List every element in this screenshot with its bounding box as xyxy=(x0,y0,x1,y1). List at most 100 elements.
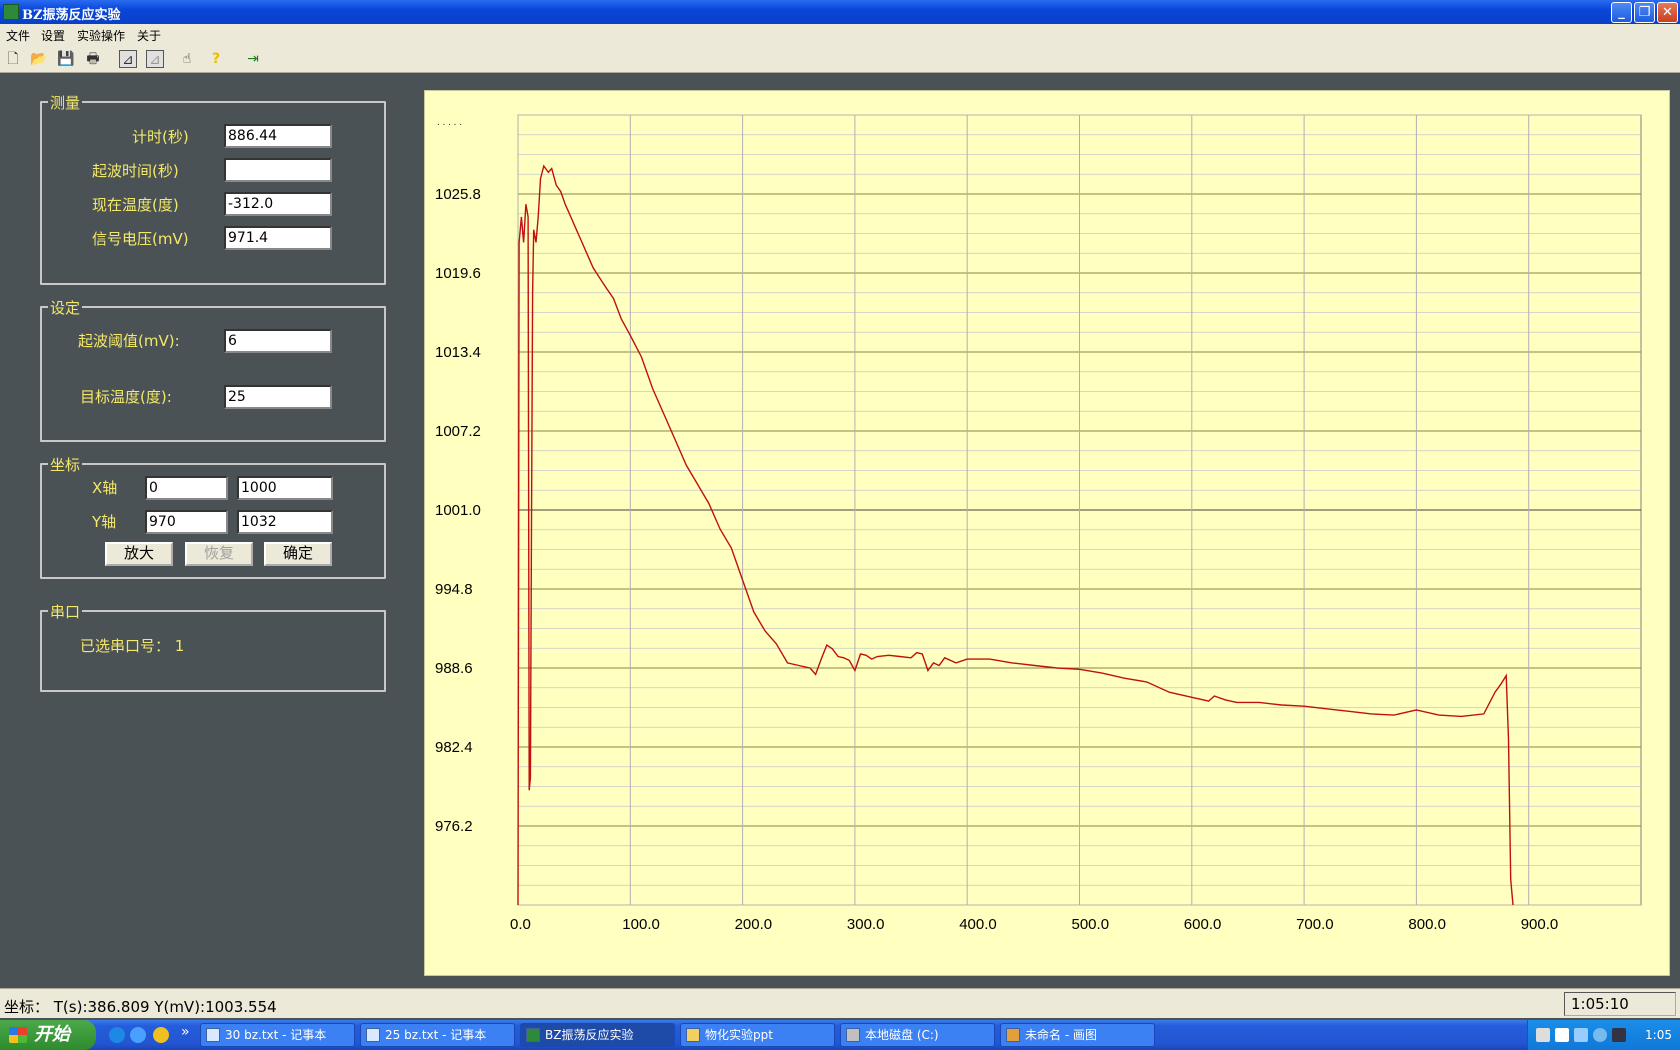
task-notepad-30[interactable]: 30 bz.txt - 记事本 xyxy=(200,1023,355,1047)
save-icon[interactable]: 💾 xyxy=(57,51,75,67)
title-bar: BZ振荡反应实验 _ ❐ ✕ xyxy=(0,0,1680,24)
y-tick-label: 1007.2 xyxy=(435,423,481,440)
x-tick-label: 600.0 xyxy=(1184,916,1222,933)
serial-group-title: 串口 xyxy=(48,601,83,622)
x-tick-label: 500.0 xyxy=(1072,916,1110,933)
signal-voltage-label: 信号电压(mV) xyxy=(92,230,189,248)
status-bar: 坐标： T(s):386.809 Y(mV):1003.554 1:05:10 xyxy=(0,988,1680,1018)
chart-view-icon[interactable]: ⊿ xyxy=(119,50,137,68)
keyboard-icon[interactable] xyxy=(1536,1028,1550,1042)
target-temp-field[interactable]: 25 xyxy=(224,385,332,409)
tray-collapse-icon[interactable] xyxy=(1593,1028,1607,1042)
y-tick-label: 1001.0 xyxy=(435,502,481,519)
menu-bar: 文件 设置 实验操作 关于 xyxy=(0,24,1680,45)
task-notepad-25[interactable]: 25 bz.txt - 记事本 xyxy=(360,1023,515,1047)
chart-svg[interactable]: 1025.8 1019.6 1013.4 1007.2 1001.0 994.8 988.6… xyxy=(425,91,1669,975)
chart-panel[interactable]: 1025.8 1019.6 1013.4 1007.2 1001.0 994.8 988.6… xyxy=(424,90,1670,976)
current-temp-field[interactable]: -312.0 xyxy=(224,192,332,216)
wave-start-time-field[interactable] xyxy=(224,158,332,182)
start-label: 开始 xyxy=(34,1024,70,1045)
threshold-field[interactable]: 6 xyxy=(224,329,332,353)
y-tick-label: 1025.8 xyxy=(435,186,481,203)
task-paint[interactable]: 未命名 - 画图 xyxy=(1000,1023,1155,1047)
start-button[interactable]: 开始 xyxy=(0,1020,96,1050)
settings-group: 设定 xyxy=(40,297,386,442)
x-max-field[interactable]: 1000 xyxy=(237,476,333,500)
tray-time: 1:05 xyxy=(1645,1028,1672,1042)
notepad-icon xyxy=(206,1028,220,1042)
target-temp-label: 目标温度(度): xyxy=(80,388,172,406)
task-bz-experiment[interactable]: BZ振荡反应实验 xyxy=(520,1023,675,1047)
y-tick-label: 976.2 xyxy=(435,818,473,835)
timer-field[interactable]: 886.44 xyxy=(224,124,332,148)
task-ppt-folder[interactable]: 物化实验ppt xyxy=(680,1023,835,1047)
menu-file[interactable]: 文件 xyxy=(6,29,31,43)
y-axis-label: Y轴 xyxy=(92,513,117,531)
ok-button[interactable]: 确定 xyxy=(264,542,332,566)
taskbar: 开始 » 30 bz.txt - 记事本 25 bz.txt - 记事本 BZ振… xyxy=(0,1020,1680,1050)
notepad-icon xyxy=(366,1028,380,1042)
x-tick-label: 200.0 xyxy=(735,916,773,933)
chart-view2-icon[interactable]: ⊿ xyxy=(146,50,164,68)
axes-group: 坐标 xyxy=(40,454,386,579)
x-tick-label: 900.0 xyxy=(1521,916,1559,933)
y-min-field[interactable]: 970 xyxy=(145,510,228,534)
hand-pointer-icon[interactable]: ☝ xyxy=(182,51,192,67)
y-max-field[interactable]: 1032 xyxy=(237,510,333,534)
system-tray: 1:05 xyxy=(1527,1020,1680,1050)
minimize-button[interactable]: _ xyxy=(1611,2,1632,23)
zoom-button[interactable]: 放大 xyxy=(105,542,173,566)
x-tick-label: 0.0 xyxy=(510,916,531,933)
help-icon[interactable]: ? xyxy=(211,51,221,67)
maximize-button[interactable]: ❐ xyxy=(1634,2,1655,23)
task-label: 30 bz.txt - 记事本 xyxy=(225,1028,327,1042)
close-button[interactable]: ✕ xyxy=(1657,2,1678,23)
y-tick-label: 982.4 xyxy=(435,739,473,756)
disk-icon xyxy=(846,1028,860,1042)
x-min-field[interactable]: 0 xyxy=(145,476,228,500)
task-label: BZ振荡反应实验 xyxy=(545,1028,634,1042)
window-title: BZ振荡反应实验 xyxy=(22,8,121,23)
settings-group-title: 设定 xyxy=(48,297,83,318)
monitor-icon[interactable] xyxy=(1612,1028,1626,1042)
y-tick-label: 1019.6 xyxy=(435,265,481,282)
new-file-icon[interactable]: 🗋 xyxy=(7,51,19,67)
network-icon[interactable] xyxy=(1574,1028,1588,1042)
restore-button[interactable]: 恢复 xyxy=(185,542,253,566)
timer-label: 计时(秒) xyxy=(132,128,189,146)
signal-voltage-field[interactable]: 971.4 xyxy=(224,226,332,250)
toolbar: 🗋 📂 💾 🖶 ⊿ ⊿ ☝ ? ⇥ xyxy=(0,45,1680,73)
elapsed-clock: 1:05:10 xyxy=(1564,992,1676,1016)
quicklaunch-more[interactable]: » xyxy=(181,1024,190,1040)
x-tick-label: 800.0 xyxy=(1408,916,1446,933)
task-label: 物化实验ppt xyxy=(705,1028,773,1042)
measure-group: 测量 xyxy=(40,92,386,285)
open-folder-icon[interactable]: 📂 xyxy=(30,51,48,67)
task-local-disk[interactable]: 本地磁盘 (C:) xyxy=(840,1023,995,1047)
current-temp-label: 现在温度(度) xyxy=(92,196,179,214)
windows-flag-icon xyxy=(9,1027,27,1043)
folder-icon xyxy=(686,1028,700,1042)
serial-group: 串口 xyxy=(40,601,386,692)
app-icon xyxy=(526,1028,540,1042)
x-tick-label: 100.0 xyxy=(622,916,660,933)
y-tick-label: 1013.4 xyxy=(435,344,481,361)
browser-icon[interactable] xyxy=(130,1027,146,1043)
x-axis-label: X轴 xyxy=(92,479,118,497)
exit-icon[interactable]: ⇥ xyxy=(247,51,259,67)
signal-trace-line xyxy=(517,164,1514,906)
task-label: 未命名 - 画图 xyxy=(1025,1028,1097,1042)
qq-icon[interactable] xyxy=(153,1027,169,1043)
cursor-coordinates: 坐标： T(s):386.809 Y(mV):1003.554 xyxy=(4,998,277,1016)
print-icon[interactable]: 🖶 xyxy=(86,51,100,67)
wave-start-time-label: 起波时间(秒) xyxy=(92,162,179,180)
x-tick-label: 700.0 xyxy=(1296,916,1334,933)
ie-icon[interactable] xyxy=(109,1027,125,1043)
y-tick-label: 994.8 xyxy=(435,581,473,598)
menu-experiment[interactable]: 实验操作 xyxy=(77,29,126,43)
menu-about[interactable]: 关于 xyxy=(137,29,162,43)
task-label: 25 bz.txt - 记事本 xyxy=(385,1028,487,1042)
menu-settings[interactable]: 设置 xyxy=(41,29,66,43)
help-tray-icon[interactable] xyxy=(1555,1028,1569,1042)
axes-group-title: 坐标 xyxy=(48,454,83,475)
